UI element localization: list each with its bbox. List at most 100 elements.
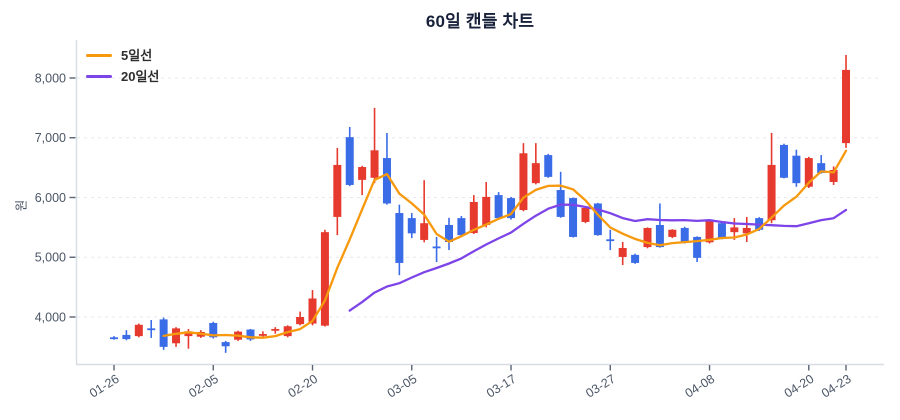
candle-down bbox=[221, 340, 230, 353]
candle-body bbox=[147, 328, 156, 331]
candle-body bbox=[767, 164, 776, 221]
candle-down bbox=[395, 204, 404, 276]
candle-body bbox=[829, 170, 838, 182]
candle-body bbox=[209, 322, 218, 338]
candle-down bbox=[444, 217, 453, 251]
candle-up bbox=[730, 218, 739, 240]
candle-body bbox=[221, 342, 230, 347]
candle-down bbox=[494, 192, 503, 220]
candle-up bbox=[370, 107, 379, 184]
candle-body bbox=[110, 337, 118, 340]
candle-body bbox=[494, 195, 503, 219]
candle-up bbox=[668, 229, 677, 239]
candle-down bbox=[345, 126, 354, 187]
x-tick-label: 02-05 bbox=[186, 372, 221, 401]
y-tick-label: 8,000 bbox=[35, 71, 66, 85]
x-tick-label: 03-17 bbox=[484, 372, 519, 401]
candle-body bbox=[469, 201, 478, 234]
candle-up bbox=[643, 227, 652, 249]
candle-body bbox=[779, 144, 788, 178]
candle-down bbox=[147, 319, 156, 338]
candle-body bbox=[717, 223, 726, 239]
candle-down bbox=[110, 336, 118, 340]
candle-body bbox=[842, 69, 851, 144]
candle-body bbox=[432, 246, 441, 249]
candle-up bbox=[618, 242, 627, 266]
y-tick-label: 7,000 bbox=[35, 131, 66, 145]
candle-body bbox=[134, 324, 143, 337]
candle-body bbox=[631, 254, 640, 263]
candle-up bbox=[742, 216, 751, 243]
candle-body bbox=[159, 319, 168, 347]
candle-body bbox=[370, 150, 379, 178]
candle-down bbox=[382, 132, 391, 205]
candle-down bbox=[507, 196, 516, 220]
candle-body bbox=[258, 334, 267, 336]
candle-up bbox=[420, 180, 429, 243]
y-tick-label: 4,000 bbox=[35, 310, 66, 324]
candle-body bbox=[606, 239, 615, 242]
legend-item-ma20: 20일선 bbox=[86, 70, 159, 83]
candle-up bbox=[358, 165, 367, 196]
candle-body bbox=[420, 223, 429, 240]
candle-body bbox=[308, 298, 317, 324]
candle-body bbox=[482, 196, 491, 225]
candle-body bbox=[246, 329, 255, 340]
x-tick-label: 04-23 bbox=[819, 372, 854, 401]
candle-down bbox=[122, 330, 131, 341]
candle-down bbox=[631, 253, 640, 264]
ma20-line-swatch bbox=[86, 75, 112, 78]
candle-body bbox=[581, 207, 590, 222]
x-tick-label: 01-26 bbox=[87, 372, 122, 401]
candle-body bbox=[407, 218, 416, 234]
candle-body bbox=[705, 221, 714, 243]
legend: 5일선 20일선 bbox=[86, 49, 159, 91]
candle-up bbox=[842, 54, 851, 148]
candle-body bbox=[817, 163, 826, 174]
candle-body bbox=[382, 158, 391, 204]
candle-body bbox=[172, 328, 181, 344]
y-tick-label: 5,000 bbox=[35, 251, 66, 265]
candle-up bbox=[271, 327, 280, 334]
candle-down bbox=[779, 143, 788, 179]
candle-body bbox=[804, 158, 813, 187]
candle-up bbox=[519, 143, 528, 212]
candle-up bbox=[581, 207, 590, 224]
candle-body bbox=[122, 334, 131, 340]
candle-body bbox=[519, 153, 528, 211]
candle-down bbox=[556, 171, 565, 218]
candle-down bbox=[680, 226, 689, 244]
candle-up bbox=[296, 311, 305, 326]
candle-body bbox=[643, 227, 652, 248]
candle-body bbox=[618, 247, 627, 257]
candle-up bbox=[134, 323, 143, 338]
candle-down bbox=[432, 236, 441, 263]
candle-down bbox=[569, 197, 578, 238]
candle-body bbox=[693, 236, 702, 258]
legend-item-ma5: 5일선 bbox=[86, 49, 159, 62]
candle-down bbox=[544, 153, 553, 178]
candle-body bbox=[730, 227, 739, 233]
legend-label-ma5: 5일선 bbox=[121, 48, 153, 63]
candle-body bbox=[544, 155, 553, 177]
x-tick-label: 03-27 bbox=[583, 372, 618, 401]
candle-body bbox=[655, 224, 664, 248]
candle-up bbox=[333, 147, 342, 236]
candle-up bbox=[829, 166, 838, 185]
candle-up bbox=[172, 327, 181, 347]
candle-body bbox=[792, 155, 801, 184]
candle-body bbox=[444, 224, 453, 243]
candle-body bbox=[507, 198, 516, 219]
chart-title: 60일 캔들 차트 bbox=[425, 12, 535, 31]
candle-body bbox=[184, 331, 193, 337]
candle-down bbox=[407, 213, 416, 239]
candle-body bbox=[333, 164, 342, 217]
x-tick-label: 02-20 bbox=[286, 372, 321, 401]
x-tick-label: 04-08 bbox=[683, 372, 718, 401]
candle-body bbox=[345, 137, 354, 185]
candle-down bbox=[606, 229, 615, 251]
candle-up bbox=[469, 195, 478, 234]
candle-down bbox=[457, 216, 466, 236]
candle-down bbox=[717, 222, 726, 240]
